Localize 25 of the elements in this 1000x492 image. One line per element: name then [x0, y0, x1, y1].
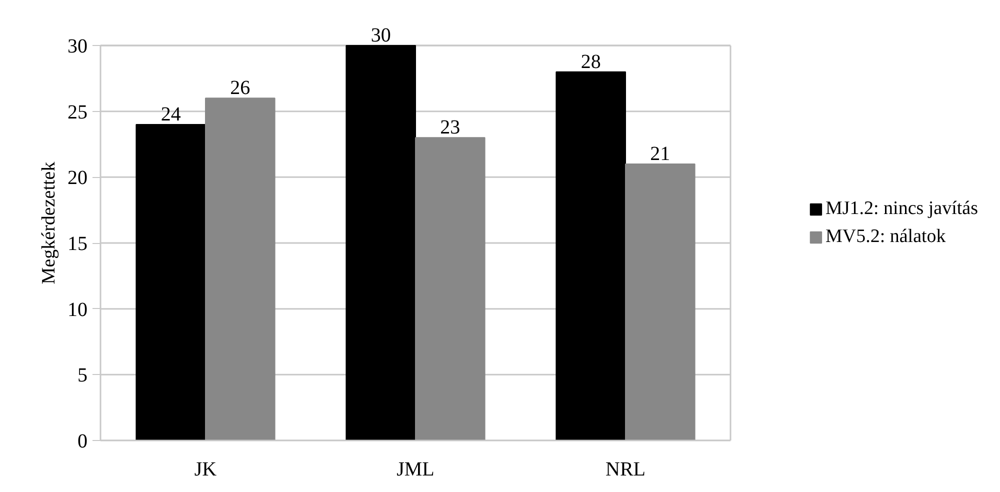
bar [625, 164, 696, 440]
y-axis-title: Megkérdezettek [38, 161, 60, 284]
data-label: 23 [440, 116, 460, 139]
data-label: 26 [230, 77, 250, 100]
y-tick-label: 10 [68, 298, 88, 321]
data-label: 24 [160, 104, 181, 126]
y-tick-label: 20 [68, 167, 88, 190]
x-tick-label: NRL [606, 458, 646, 480]
x-tick-label: JK [194, 458, 218, 480]
y-tick-label: 25 [68, 101, 88, 124]
bar [136, 124, 206, 440]
legend-label: MV5.2: nálatok [825, 226, 946, 248]
bar [415, 137, 486, 440]
y-tick-label: 5 [78, 364, 88, 387]
bar [205, 98, 276, 440]
y-tick-label: 15 [68, 233, 88, 255]
bar [556, 71, 626, 440]
legend-label: MJ1.2: nincs javítás [825, 198, 978, 220]
y-tick-label: 30 [68, 36, 88, 58]
bar [346, 45, 416, 440]
y-tick-label: 0 [78, 430, 88, 452]
data-label: 30 [370, 24, 391, 46]
data-label: 28 [580, 50, 601, 73]
data-label: 21 [650, 143, 670, 165]
x-tick-label: JML [396, 458, 434, 480]
